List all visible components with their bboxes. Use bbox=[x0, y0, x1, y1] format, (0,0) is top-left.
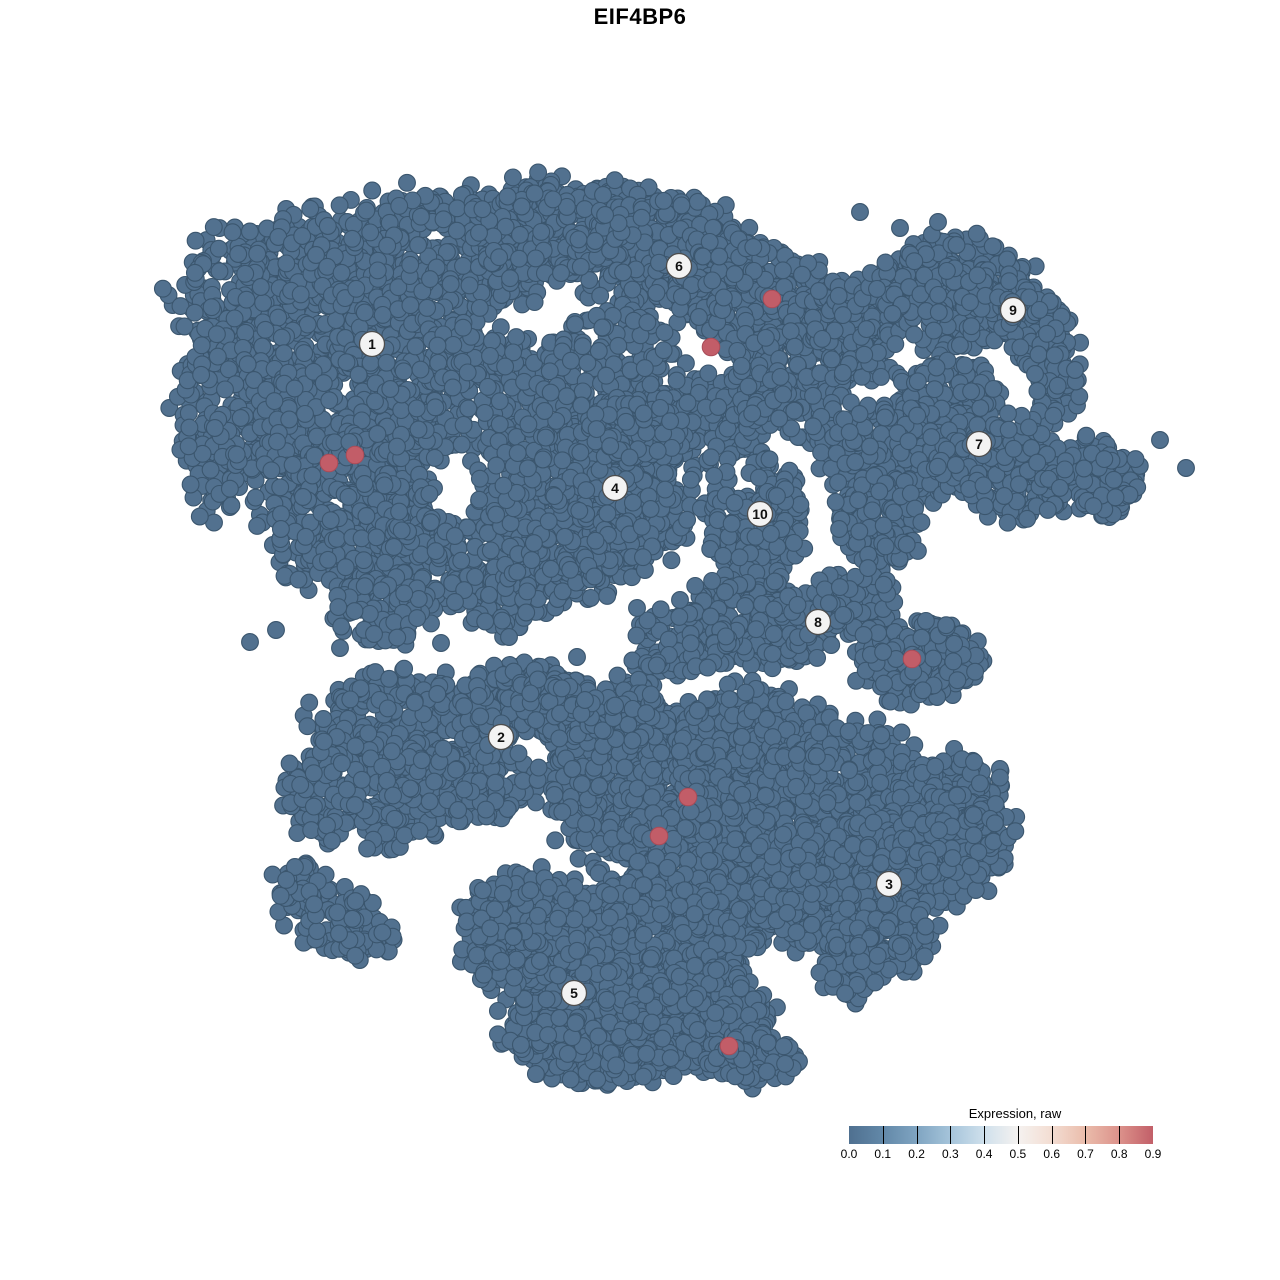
legend-gradient-bar bbox=[849, 1126, 1153, 1144]
cluster-label-2: 2 bbox=[487, 723, 515, 751]
cluster-label-9: 9 bbox=[999, 296, 1027, 324]
cluster-label-1: 1 bbox=[358, 330, 386, 358]
cluster-label-5: 5 bbox=[560, 979, 588, 1007]
cell-points bbox=[153, 163, 1195, 1098]
high-expression-cell-points bbox=[319, 289, 922, 1056]
cluster-label-10: 10 bbox=[746, 500, 774, 528]
legend-tick-labels: 0.0 0.1 0.2 0.3 0.4 0.5 0.6 0.7 0.8 0.9 bbox=[841, 1147, 1162, 1162]
legend-tick-label: 0.4 bbox=[975, 1147, 993, 1161]
legend-tick-line bbox=[950, 1126, 952, 1144]
cluster-labels: 1 2 3 4 5 6 7 8 9 10 bbox=[358, 252, 1027, 1007]
legend-tick-line bbox=[1017, 1126, 1019, 1144]
cluster-label-4: 4 bbox=[601, 474, 629, 502]
legend-title: Expression, raw bbox=[968, 1106, 1062, 1121]
legend-tick-label: 0.3 bbox=[941, 1147, 959, 1161]
legend-tick-line bbox=[984, 1126, 986, 1144]
legend-tick-line bbox=[1051, 1126, 1053, 1144]
legend-tick-label: 0.8 bbox=[1110, 1147, 1128, 1161]
cluster-label-7: 7 bbox=[965, 430, 993, 458]
cluster-label-8: 8 bbox=[804, 608, 832, 636]
legend-tick-line bbox=[1085, 1126, 1087, 1144]
legend-tick-line bbox=[916, 1126, 918, 1144]
legend-tick-label: 0.5 bbox=[1009, 1147, 1027, 1161]
legend-tick-label: 0.2 bbox=[908, 1147, 925, 1161]
expression-legend: Expression, raw 0.0 0.1 0.2 0.3 0.4 0.5 0.6 0.7… bbox=[841, 1106, 1162, 1162]
legend-tick-label: 0.1 bbox=[874, 1147, 892, 1161]
legend-tick-label: 0.7 bbox=[1077, 1147, 1094, 1161]
legend-tick-line bbox=[882, 1126, 884, 1144]
cluster-label-3: 3 bbox=[875, 870, 903, 898]
legend-tick-label: 0.0 bbox=[840, 1147, 858, 1161]
legend-tick-line bbox=[1119, 1126, 1121, 1144]
legend-tick-label: 0.6 bbox=[1043, 1147, 1060, 1161]
legend-tick-label: 0.9 bbox=[1144, 1147, 1162, 1161]
plot-title: EIF4BP6 bbox=[593, 4, 687, 29]
cluster-label-6: 6 bbox=[665, 252, 693, 280]
